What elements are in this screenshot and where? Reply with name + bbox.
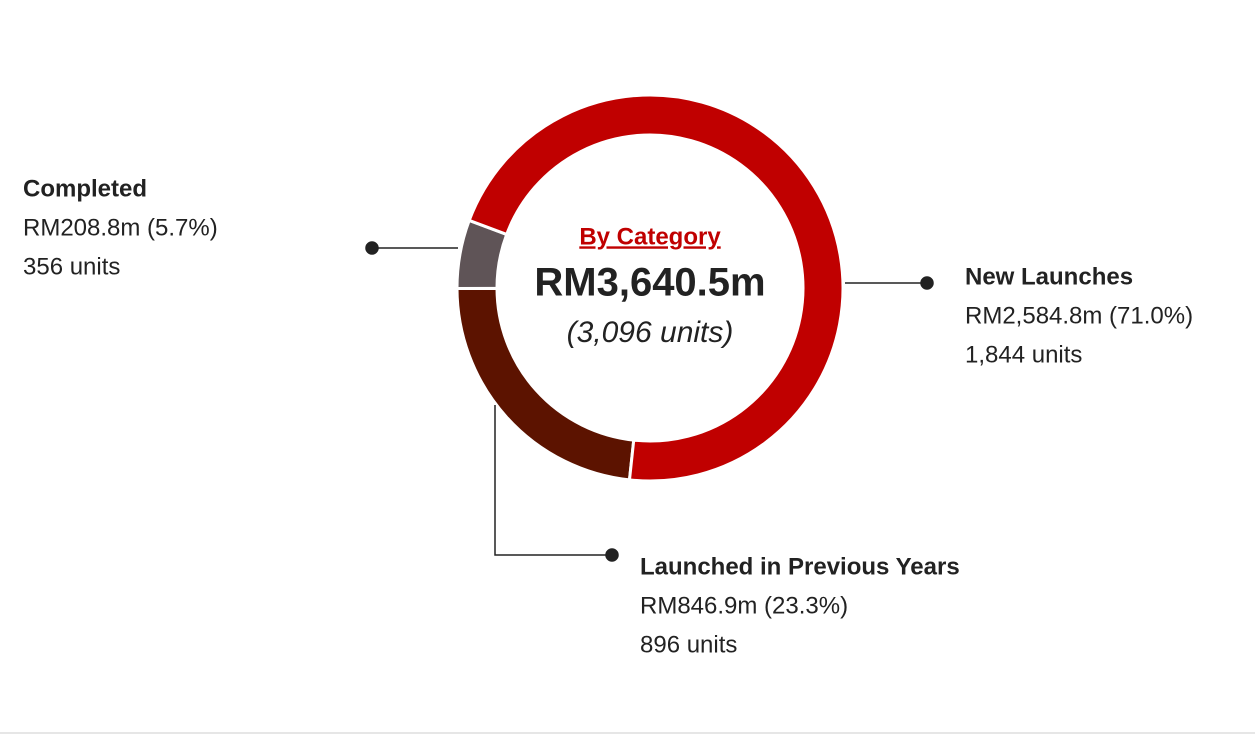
donut-segment xyxy=(455,286,636,482)
donut-segment xyxy=(467,93,845,483)
category-label: Completed xyxy=(23,175,147,202)
value-label: RM208.8m (5.7%) xyxy=(23,214,218,241)
leader-dot xyxy=(605,548,619,562)
leader-lines xyxy=(365,241,934,562)
leader-line xyxy=(494,405,612,556)
category-label: Launched in Previous Years xyxy=(640,553,960,580)
chart-title: By Category xyxy=(579,223,721,250)
leader-dot xyxy=(365,241,379,255)
total-label: RM3,640.5m xyxy=(534,261,765,305)
units-label: 356 units xyxy=(23,253,120,280)
leader-dot xyxy=(920,276,934,290)
units-label: 896 units xyxy=(640,631,737,658)
units-label: 1,844 units xyxy=(965,341,1082,368)
total-units-label: (3,096 units) xyxy=(567,316,734,349)
value-label: RM2,584.8m (71.0%) xyxy=(965,302,1193,329)
value-label: RM846.9m (23.3%) xyxy=(640,592,848,619)
category-label: New Launches xyxy=(965,263,1133,290)
